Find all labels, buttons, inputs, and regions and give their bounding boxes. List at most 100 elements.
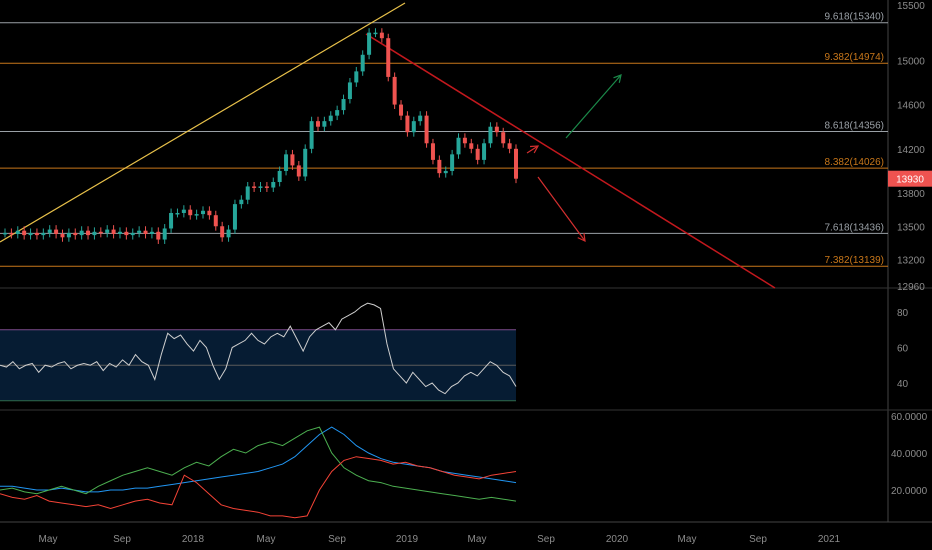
candle-body — [507, 143, 512, 149]
downtrend-line — [365, 33, 776, 289]
candle-body — [335, 110, 340, 116]
price-tick-label: 13200 — [897, 255, 925, 266]
bullish-arrow-head — [613, 74, 622, 83]
candle-body — [207, 210, 212, 216]
candle-body — [201, 210, 206, 215]
candle-body — [156, 231, 161, 240]
candle-body — [475, 148, 480, 160]
candle-body — [411, 121, 416, 133]
candle-body — [79, 230, 84, 236]
fib-level-label: 9.618(15340) — [825, 12, 885, 23]
fib-level-label: 8.618(14356) — [825, 121, 885, 132]
candle-body — [86, 230, 91, 236]
candle-body — [482, 143, 487, 160]
candle-body — [264, 186, 269, 188]
candle-body — [430, 143, 435, 160]
time-axis-label: Sep — [113, 534, 131, 545]
last-price-label: 13930 — [896, 175, 924, 186]
candle-body — [143, 230, 148, 235]
candle-body — [315, 121, 320, 127]
time-axis-label: 2019 — [396, 534, 419, 545]
candle-body — [252, 186, 257, 188]
price-tick-label: 15000 — [897, 56, 925, 67]
candle-body — [73, 232, 78, 236]
candle-body — [60, 234, 65, 238]
candle-body — [117, 231, 122, 235]
candle-body — [175, 212, 180, 215]
candle-body — [296, 165, 301, 177]
candle-body — [271, 182, 276, 188]
time-axis-label: May — [468, 534, 487, 545]
candle-body — [188, 209, 193, 216]
candle-body — [354, 71, 359, 83]
candle-body — [328, 115, 333, 122]
candle-body — [15, 230, 20, 235]
candle-body — [367, 32, 372, 55]
candle-body — [169, 212, 174, 229]
candle-body — [162, 228, 167, 240]
oscillator-tick-label: 80 — [897, 308, 909, 319]
dmi-series-line — [0, 456, 517, 519]
candle-body — [514, 148, 518, 179]
candle-body — [277, 170, 282, 183]
candle-body — [258, 186, 263, 188]
candle-body — [181, 209, 186, 213]
price-tick-label: 12960 — [897, 282, 925, 293]
candle-body — [501, 132, 506, 144]
price-tick-label: 13800 — [897, 189, 925, 200]
candle-body — [220, 226, 225, 238]
candle-body — [47, 229, 52, 233]
fib-level-label: 7.618(13436) — [825, 222, 885, 233]
candle-body — [450, 154, 455, 171]
candle-body — [418, 115, 423, 122]
candle-body — [437, 159, 442, 174]
oscillator-line — [0, 302, 517, 395]
candle-body — [405, 115, 410, 133]
candle-body — [462, 137, 467, 144]
candle-body — [137, 230, 142, 233]
candle-body — [494, 126, 499, 133]
time-axis-label: Sep — [328, 534, 346, 545]
time-axis-label: Sep — [537, 534, 555, 545]
small-arrow — [526, 145, 539, 154]
bearish-arrow-head — [577, 232, 586, 243]
candle-body — [98, 231, 103, 234]
candle-body — [130, 232, 135, 236]
price-tick-label: 14200 — [897, 145, 925, 156]
candle-body — [149, 231, 154, 235]
candle-body — [392, 76, 397, 105]
time-axis-label: Sep — [749, 534, 767, 545]
fib-level-label: 9.382(14974) — [825, 52, 885, 63]
candle-body — [469, 143, 474, 149]
candle-body — [9, 232, 14, 235]
candle-body — [28, 232, 33, 236]
price-tick-label: 13500 — [897, 222, 925, 233]
candle-body — [213, 215, 218, 227]
candle-body — [347, 82, 352, 100]
oscillator-tick-label: 60 — [897, 344, 909, 355]
candle-body — [488, 126, 493, 144]
candle-body — [54, 229, 59, 235]
candle-body — [424, 115, 429, 144]
candle-body — [309, 121, 314, 149]
candle-body — [239, 199, 244, 205]
time-axis-label: 2020 — [606, 534, 629, 545]
dmi-tick-label: 60.0000 — [891, 412, 928, 423]
price-tick-label: 14600 — [897, 101, 925, 112]
candle-body — [386, 38, 391, 77]
candle-body — [373, 32, 378, 35]
candle-body — [105, 229, 110, 233]
candle-body — [245, 186, 250, 200]
time-axis-label: May — [678, 534, 697, 545]
candle-body — [303, 148, 308, 177]
dmi-tick-label: 40.0000 — [891, 449, 928, 460]
time-axis-label: May — [39, 534, 58, 545]
price-tick-label: 15500 — [897, 1, 925, 12]
candle-body — [322, 121, 327, 127]
oscillator-tick-label: 40 — [897, 379, 909, 390]
candle-body — [226, 229, 231, 238]
candle-body — [124, 231, 129, 236]
candle-body — [111, 229, 116, 235]
